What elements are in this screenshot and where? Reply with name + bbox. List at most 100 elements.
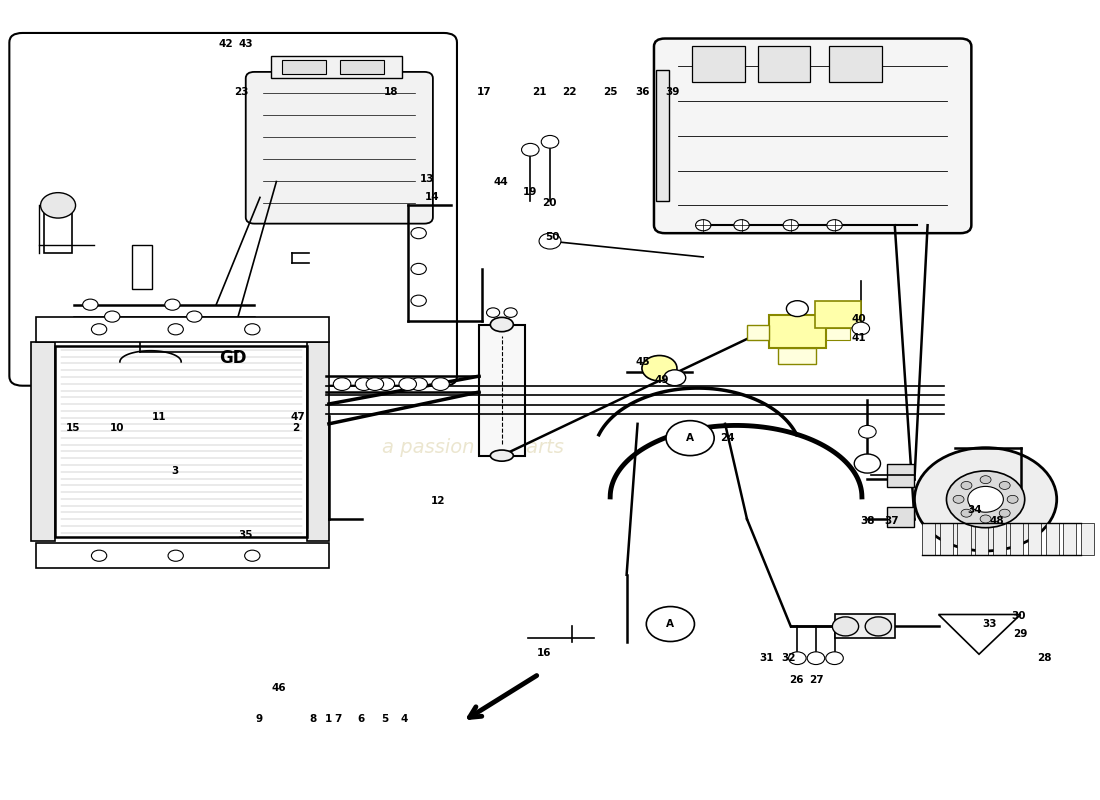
Circle shape [826, 652, 844, 665]
Circle shape [432, 378, 449, 390]
Text: 9: 9 [255, 714, 263, 724]
Circle shape [377, 378, 395, 390]
Text: 18: 18 [384, 86, 398, 97]
Circle shape [355, 378, 373, 390]
Bar [747, 325, 769, 341]
Circle shape [642, 355, 676, 381]
Ellipse shape [491, 318, 514, 332]
Text: 5: 5 [381, 714, 388, 724]
Text: 25: 25 [603, 86, 617, 97]
Bar [975, 523, 988, 555]
Circle shape [914, 448, 1057, 551]
Text: A: A [667, 619, 674, 629]
Bar [1081, 523, 1093, 555]
Circle shape [695, 220, 711, 230]
Text: 19: 19 [524, 187, 538, 197]
Text: 39: 39 [666, 86, 680, 97]
Circle shape [521, 143, 539, 156]
Circle shape [504, 308, 517, 318]
Bar [271, 56, 403, 78]
FancyBboxPatch shape [9, 33, 456, 386]
Circle shape [859, 426, 876, 438]
Circle shape [168, 550, 184, 562]
Bar [939, 523, 953, 555]
Bar [478, 325, 525, 456]
Text: 36: 36 [636, 86, 650, 97]
Circle shape [104, 311, 120, 322]
Text: 41: 41 [851, 333, 866, 343]
Text: 40: 40 [851, 314, 866, 324]
Text: A: A [686, 433, 694, 443]
Circle shape [486, 308, 499, 318]
Bar [55, 346, 307, 537]
Text: 45: 45 [636, 357, 650, 367]
Circle shape [41, 193, 76, 218]
Text: 29: 29 [1013, 630, 1027, 639]
Circle shape [807, 652, 825, 665]
Bar [132, 245, 152, 289]
Bar [992, 523, 1005, 555]
Circle shape [852, 322, 870, 335]
Circle shape [999, 510, 1010, 517]
Bar [1010, 523, 1023, 555]
Circle shape [783, 220, 799, 230]
Circle shape [855, 454, 880, 473]
Text: 24: 24 [720, 433, 735, 443]
Text: 49: 49 [654, 375, 669, 385]
Text: 46: 46 [272, 682, 286, 693]
Circle shape [244, 550, 260, 562]
FancyBboxPatch shape [654, 38, 971, 233]
Bar [769, 315, 826, 348]
Text: 48: 48 [989, 516, 1004, 526]
Bar [31, 342, 55, 541]
Text: 30: 30 [1011, 611, 1025, 621]
Circle shape [366, 378, 384, 390]
Bar [44, 206, 72, 253]
Bar [815, 301, 861, 329]
Text: 33: 33 [982, 619, 998, 629]
Circle shape [866, 617, 891, 636]
Circle shape [187, 311, 202, 322]
Ellipse shape [491, 450, 514, 461]
Bar [692, 46, 745, 82]
Circle shape [647, 606, 694, 642]
Text: 12: 12 [431, 496, 446, 506]
Circle shape [833, 617, 859, 636]
Bar [55, 346, 307, 537]
Circle shape [734, 220, 749, 230]
Circle shape [82, 299, 98, 310]
Circle shape [399, 378, 417, 390]
Bar [957, 523, 970, 555]
Text: 14: 14 [425, 193, 439, 202]
Text: 27: 27 [808, 674, 823, 685]
Text: 4: 4 [400, 714, 408, 724]
FancyBboxPatch shape [245, 72, 433, 224]
Bar [657, 70, 669, 202]
Circle shape [333, 378, 351, 390]
Text: 38: 38 [860, 516, 875, 526]
Text: 32: 32 [781, 653, 795, 663]
Circle shape [786, 301, 808, 317]
Bar [887, 507, 914, 527]
Text: a passion for parts: a passion for parts [383, 438, 564, 457]
Bar [887, 463, 914, 487]
Bar [1027, 523, 1041, 555]
Text: 28: 28 [1037, 653, 1052, 663]
Text: 6: 6 [358, 714, 364, 724]
Bar [1045, 523, 1058, 555]
Text: 1: 1 [326, 714, 332, 724]
Circle shape [666, 421, 714, 456]
Text: 47: 47 [290, 413, 306, 422]
Text: 37: 37 [884, 516, 899, 526]
Bar [35, 543, 329, 569]
Text: 20: 20 [541, 198, 557, 208]
Bar [829, 46, 881, 82]
Text: 26: 26 [789, 674, 803, 685]
Bar [282, 60, 326, 74]
Text: 23: 23 [234, 86, 249, 97]
Circle shape [968, 486, 1003, 512]
Circle shape [411, 263, 427, 274]
Text: 34: 34 [967, 505, 982, 514]
Circle shape [980, 476, 991, 484]
Bar [35, 317, 329, 342]
